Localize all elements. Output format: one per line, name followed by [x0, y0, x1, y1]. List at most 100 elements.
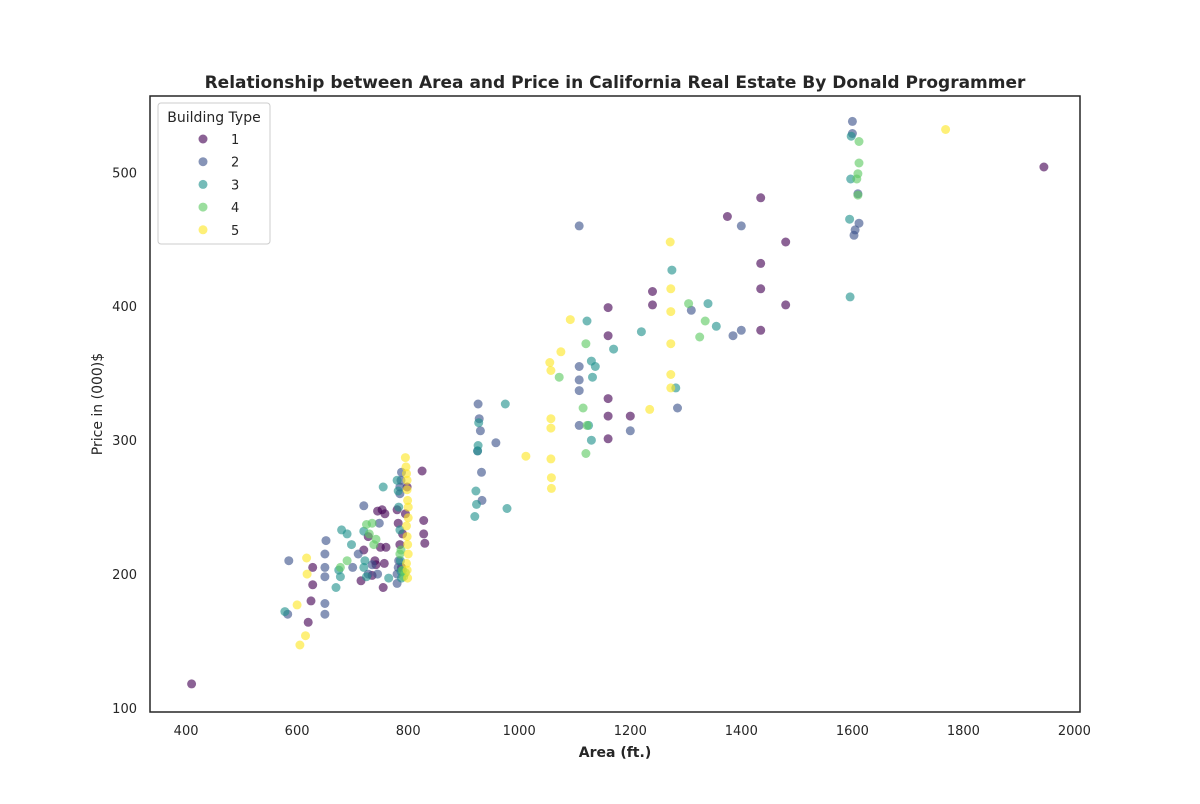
data-point-type-2 [477, 467, 486, 477]
data-point-type-2 [847, 116, 857, 126]
legend-items: 1 2 3 4 5 [198, 133, 239, 239]
data-point-type-1 [756, 193, 766, 203]
data-point-type-4 [581, 449, 591, 458]
data-point-type-1 [781, 300, 791, 310]
legend-marker-type-2 [198, 157, 208, 167]
data-point-type-1 [187, 679, 197, 689]
legend-marker-type-1 [198, 134, 208, 144]
data-point-type-2 [574, 362, 584, 371]
data-point-type-3 [331, 583, 341, 592]
data-point-type-2 [320, 599, 330, 608]
x-axis-label: Area (ft.) [579, 745, 651, 761]
data-point-type-5 [645, 404, 655, 414]
data-point-type-3 [395, 525, 405, 535]
y-tick-label: 200 [112, 568, 137, 583]
data-point-type-3 [703, 299, 713, 309]
data-point-type-1 [1039, 162, 1049, 172]
data-point-type-2 [321, 536, 331, 546]
data-point-type-3 [711, 321, 721, 331]
data-point-type-3 [473, 441, 483, 450]
data-point-type-1 [308, 580, 318, 590]
data-point-type-3 [590, 362, 600, 371]
legend-marker-type-4 [198, 202, 208, 212]
y-axis-label: Price in (000)$ [90, 353, 106, 455]
data-point-type-2 [728, 331, 738, 341]
data-point-type-5 [521, 451, 531, 461]
data-point-type-5 [402, 558, 411, 568]
data-point-type-3 [393, 486, 403, 496]
data-point-type-5 [666, 383, 676, 393]
data-point-type-1 [603, 303, 613, 313]
data-point-type-2 [574, 375, 584, 385]
data-point-type-4 [852, 174, 862, 184]
y-tick-label: 400 [112, 300, 137, 315]
data-point-type-5 [403, 540, 413, 550]
data-point-type-3 [472, 499, 481, 509]
data-point-type-2 [475, 426, 485, 436]
data-point-type-1 [603, 434, 613, 444]
data-point-type-1 [756, 258, 766, 268]
data-point-type-1 [419, 516, 429, 525]
data-point-type-5 [402, 475, 412, 485]
legend-label-type-3: 3 [231, 178, 239, 193]
legend-marker-type-3 [198, 179, 208, 189]
data-point-type-2 [574, 420, 584, 430]
data-point-type-4 [695, 332, 705, 342]
data-point-type-1 [306, 596, 316, 606]
x-tick-label: 400 [174, 724, 199, 739]
data-point-type-3 [335, 572, 345, 582]
data-point-type-3 [470, 512, 480, 521]
data-point-type-5 [402, 521, 411, 531]
data-point-type-1 [603, 411, 613, 421]
data-point-type-5 [403, 502, 413, 512]
x-axis-ticks: 400 600 800 1000 1200 1400 1600 1800 2000 [174, 724, 1091, 739]
plot-frame [149, 95, 1081, 713]
data-point-type-5 [301, 631, 310, 641]
points-layer [187, 116, 1049, 689]
data-point-type-5 [546, 366, 556, 375]
data-point-type-5 [402, 565, 412, 575]
data-point-type-5 [556, 347, 566, 357]
data-point-type-3 [342, 529, 352, 539]
data-point-type-2 [850, 225, 860, 235]
legend: Building Type 1 2 3 4 5 [157, 102, 271, 245]
legend-label-type-5: 5 [231, 224, 239, 239]
data-point-type-5 [546, 473, 556, 483]
chart-title: Relationship between Area and Price in C… [205, 73, 1026, 93]
data-point-type-5 [402, 485, 412, 495]
data-point-type-3 [667, 265, 677, 275]
data-point-type-5 [546, 454, 556, 464]
data-point-type-2 [625, 426, 635, 436]
data-point-type-3 [392, 475, 402, 485]
data-point-type-5 [666, 339, 676, 349]
data-point-type-2 [348, 562, 358, 572]
data-point-type-5 [401, 462, 411, 472]
data-point-type-3 [586, 435, 596, 445]
data-point-type-5 [666, 284, 676, 294]
data-point-type-4 [581, 339, 591, 349]
data-point-type-1 [379, 558, 389, 568]
data-point-type-2 [320, 562, 330, 572]
data-point-type-4 [367, 518, 377, 528]
y-tick-label: 100 [112, 702, 137, 717]
data-point-type-2 [673, 403, 682, 413]
data-point-type-4 [371, 534, 381, 544]
data-point-type-2 [373, 569, 383, 579]
data-point-type-3 [500, 399, 510, 409]
data-point-type-2 [359, 501, 369, 511]
data-point-type-2 [736, 325, 746, 335]
data-point-type-3 [384, 573, 394, 583]
data-point-type-4 [684, 299, 694, 309]
data-point-type-3 [636, 327, 646, 337]
data-point-type-5 [403, 573, 413, 583]
x-tick-label: 2000 [1058, 724, 1091, 739]
data-point-type-3 [394, 502, 404, 512]
x-tick-label: 1400 [725, 724, 758, 739]
legend-box [157, 102, 271, 245]
data-point-type-3 [280, 607, 290, 617]
data-point-type-1 [648, 287, 657, 296]
data-point-type-3 [359, 562, 369, 572]
data-point-type-2 [367, 560, 377, 570]
data-point-type-5 [666, 370, 676, 379]
